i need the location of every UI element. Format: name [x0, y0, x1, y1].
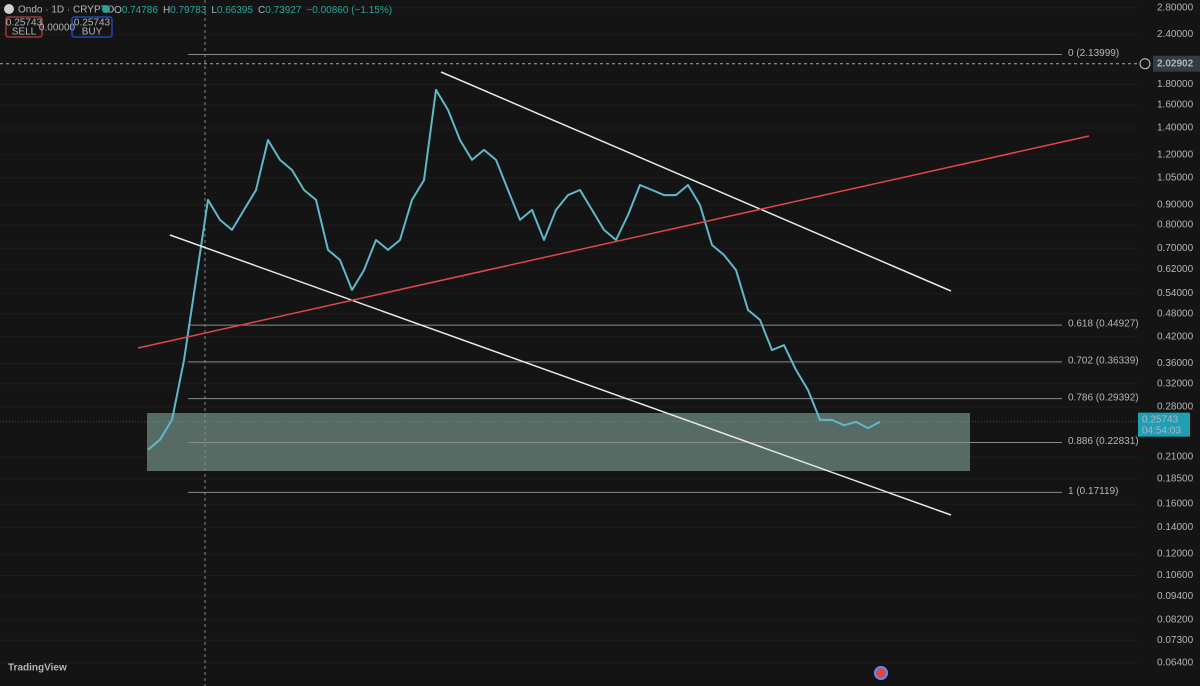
y-tick-label: 0.09400: [1157, 591, 1194, 602]
y-tick-label: 1.20000: [1157, 149, 1194, 160]
y-tick-label: 0.10600: [1157, 570, 1194, 581]
y-tick-label: 0.21000: [1157, 452, 1194, 463]
y-tick-label: 0.08200: [1157, 615, 1194, 626]
y-tick-label: 0.54000: [1157, 288, 1194, 299]
event-icon[interactable]: [874, 666, 888, 680]
brand: TradingView: [8, 663, 67, 674]
lower-trendline: [169, 234, 952, 516]
y-tick-label: 0.48000: [1157, 308, 1194, 319]
y-tick-label: 1.80000: [1157, 79, 1194, 90]
crosshair-price: 2.02902: [1157, 58, 1194, 69]
ohlc-value: 0.79783: [170, 5, 207, 16]
symbol-icon: [4, 4, 14, 14]
y-tick-label: 2.40000: [1157, 29, 1194, 40]
last-price-badge: [1138, 412, 1190, 437]
y-tick-label: 0.12000: [1157, 549, 1194, 560]
y-tick-label: 1.60000: [1157, 100, 1194, 111]
y-tick-label: 1.40000: [1157, 123, 1194, 134]
ohlc-key: O: [114, 5, 122, 16]
sell-label: SELL: [12, 27, 37, 38]
y-tick-label: 0.90000: [1157, 199, 1194, 210]
ohlc-value: 0.74786: [122, 5, 159, 16]
ohlc: O0.74786 H0.79783 L0.66395 C0.73927 −0.00860…: [114, 5, 392, 16]
red-trendline: [137, 135, 1090, 349]
fib-label: 0.786 (0.29392): [1068, 392, 1139, 403]
y-tick-label: 0.07300: [1157, 635, 1194, 646]
y-tick-label: 0.36000: [1157, 358, 1194, 369]
y-tick-label: 1.05000: [1157, 173, 1194, 184]
y-tick-label: 0.16000: [1157, 499, 1194, 510]
status-dot: [102, 5, 110, 13]
buy-button[interactable]: [71, 16, 113, 38]
buy-price: 0.25743: [74, 18, 111, 29]
y-tick-label: 2.80000: [1157, 3, 1194, 14]
y-tick-label: 0.18500: [1157, 474, 1194, 485]
ohlc-change: −0.00860 (−1.15%): [306, 5, 392, 16]
sell-price: 0.25743: [6, 18, 43, 29]
countdown: 04:54:03: [1142, 425, 1181, 436]
crosshair-badge: [1153, 55, 1200, 72]
price-series: [147, 88, 881, 451]
ohlc-key: H: [163, 5, 170, 16]
symbol: Ondo · 1D · CRYPTO: [18, 5, 115, 16]
y-tick-label: 0.32000: [1157, 379, 1194, 390]
sell-button[interactable]: [5, 16, 43, 38]
ohlc-key: C: [258, 5, 265, 16]
last-price: 0.25743: [1142, 414, 1179, 425]
axis-background: [1138, 0, 1200, 686]
fib-label: 0.886 (0.22831): [1068, 436, 1139, 447]
y-tick-label: 0.28000: [1157, 402, 1194, 413]
grid: [0, 7, 1138, 664]
upper-trendline: [440, 71, 952, 292]
add-alert-icon[interactable]: [1139, 58, 1151, 70]
fib-label: 0.618 (0.44927): [1068, 319, 1139, 330]
y-tick-label: 0.42000: [1157, 331, 1194, 342]
price-line: [147, 88, 881, 451]
y-tick-label: 0.80000: [1157, 220, 1194, 231]
y-tick-label: 0.70000: [1157, 243, 1194, 254]
ohlc-key: L: [211, 5, 217, 16]
buy-label: BUY: [82, 27, 103, 38]
spread: 0.00000: [39, 23, 76, 34]
ohlc-value: 0.66395: [217, 5, 254, 16]
fib-label: 1 (0.17119): [1068, 486, 1118, 497]
fib-levels: 0 (2.13999) 0.618 (0.44927) 0.702 (0.36339…: [188, 48, 1139, 497]
ohlc-value: 0.73927: [265, 5, 302, 16]
y-tick-label: 0.06400: [1157, 658, 1194, 669]
fib-label: 0 (2.13999): [1068, 48, 1119, 59]
y-tick-label: 0.62000: [1157, 264, 1194, 275]
fib-label: 0.702 (0.36339): [1068, 356, 1139, 367]
y-tick-label: 0.14000: [1157, 522, 1194, 533]
